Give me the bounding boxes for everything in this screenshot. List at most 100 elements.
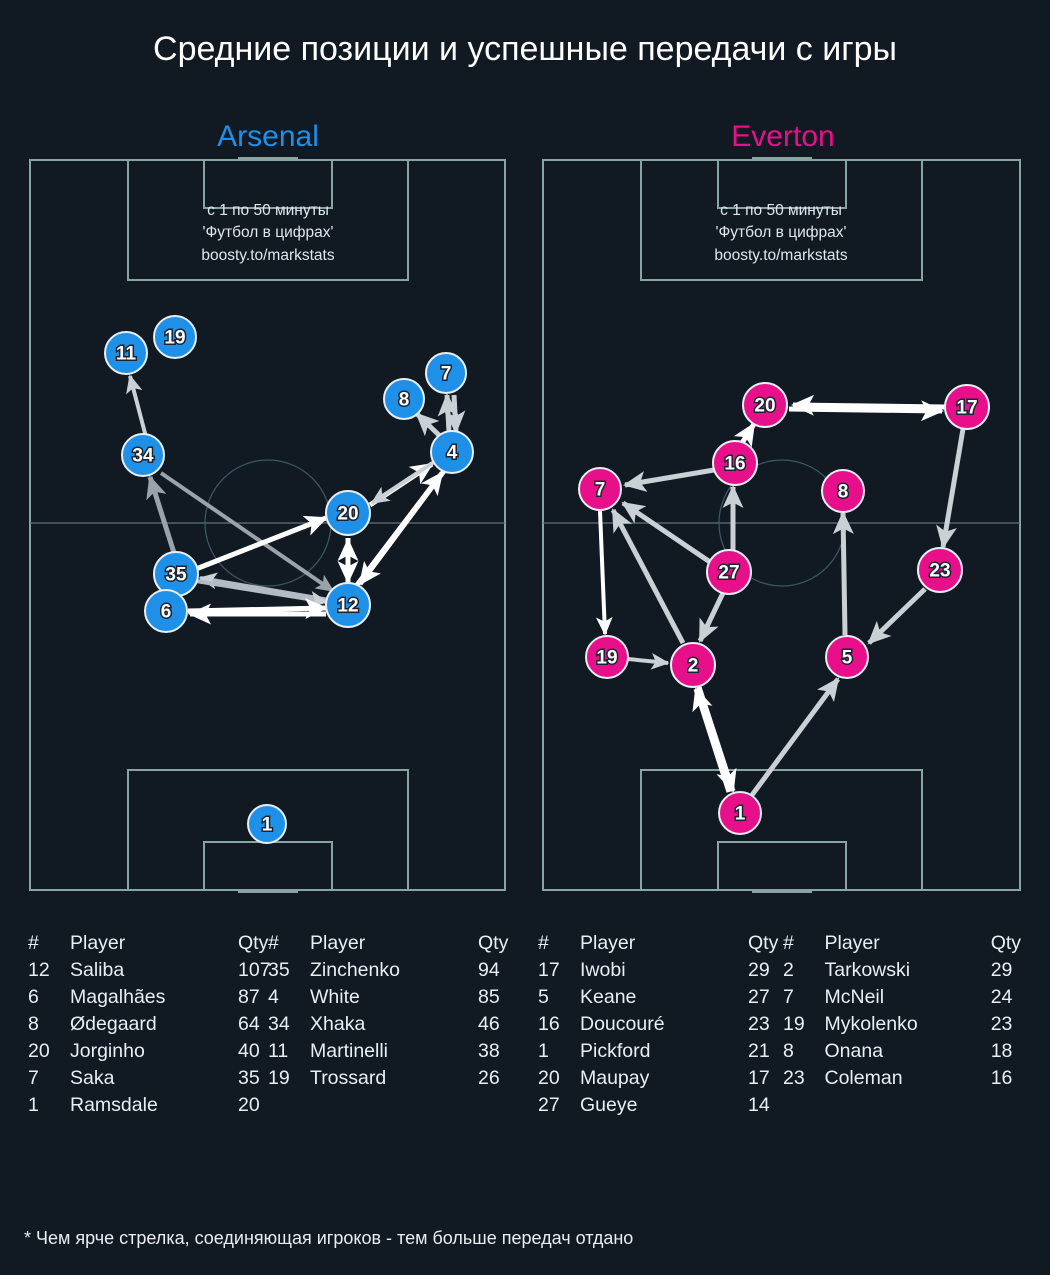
player-node-4[interactable]: 4 (430, 430, 474, 474)
cell-player: Saliba (70, 959, 125, 981)
svg-text:23: 23 (929, 561, 950, 582)
player-node-6[interactable]: 6 (144, 589, 188, 633)
player-node-35[interactable]: 35 (153, 551, 199, 597)
annot-line-1: с 1 по 50 минуты (720, 202, 842, 219)
cell-qty: 107 (238, 959, 271, 981)
player-node-ev-17[interactable]: 17 (944, 384, 990, 430)
player-node-ev-2[interactable]: 2 (670, 642, 716, 688)
svg-text:2: 2 (688, 656, 699, 677)
player-node-ev-19[interactable]: 19 (585, 635, 629, 679)
player-node-ev-16[interactable]: 16 (712, 440, 758, 486)
player-node-ev-27[interactable]: 27 (706, 549, 752, 595)
player-node-7[interactable]: 7 (425, 352, 467, 394)
table-row: 35 Zinchenko 94 (268, 957, 538, 984)
annotation-everton: с 1 по 50 минуты 'Футбол в цифрах' boost… (641, 200, 921, 267)
table-row: 16 Doucouré 23 (538, 1011, 808, 1038)
player-node-11[interactable]: 11 (104, 331, 148, 375)
cell-player: Trossard (310, 1067, 387, 1089)
cell-qty: 29 (990, 959, 1013, 981)
player-node-ev-23[interactable]: 23 (917, 547, 963, 593)
svg-text:7: 7 (441, 364, 452, 385)
cell-qty: 94 (478, 959, 500, 981)
table-row: 20 Jorginho 40 (28, 1038, 298, 1065)
cell-qty: 18 (990, 1040, 1013, 1062)
svg-text:7: 7 (595, 480, 606, 501)
page-title: Средние позиции и успешные передачи с иг… (153, 30, 897, 68)
cell-player: Doucouré (580, 1013, 665, 1035)
svg-text:35: 35 (165, 565, 187, 586)
cell-player: Keane (580, 986, 637, 1008)
player-node-1[interactable]: 1 (247, 804, 287, 844)
player-nodes-everton: 20 17 16 7 8 27 23 19 2 5 1 (578, 382, 990, 835)
player-node-ev-5[interactable]: 5 (825, 635, 869, 679)
annot-line-2: 'Футбол в цифрах' (715, 224, 847, 242)
cell-player: Saka (70, 1067, 115, 1089)
cell-qty: 23 (990, 1013, 1013, 1035)
player-node-12[interactable]: 12 (325, 582, 371, 628)
cell-num: 16 (538, 1013, 560, 1035)
svg-text:27: 27 (718, 563, 739, 584)
col-header-player: Player (70, 932, 126, 954)
cell-player: Magalhães (70, 986, 166, 1008)
svg-text:6: 6 (161, 602, 172, 623)
svg-text:20: 20 (754, 396, 775, 417)
svg-text:1: 1 (262, 815, 273, 836)
cell-qty: 20 (238, 1094, 260, 1116)
table-row: 8 Onana 18 (783, 1038, 1050, 1065)
cell-player: Tarkowski (824, 959, 911, 981)
svg-text:8: 8 (399, 390, 410, 411)
cell-qty: 27 (748, 986, 770, 1008)
cell-qty: 14 (748, 1094, 770, 1116)
player-node-ev-20[interactable]: 20 (742, 382, 788, 428)
svg-text:11: 11 (116, 344, 137, 365)
cell-num: 5 (538, 986, 549, 1008)
cell-qty: 40 (238, 1040, 260, 1062)
footnote: * Чем ярче стрелка, соединяющая игроков … (24, 1228, 634, 1248)
cell-num: 1 (538, 1040, 549, 1062)
player-node-8[interactable]: 8 (383, 378, 425, 420)
player-node-ev-7[interactable]: 7 (578, 467, 622, 511)
legend-table-arsenal-right: # Player Qty 35 Zinchenko 94 4 White 85 34 Xhak… (268, 930, 538, 1092)
cell-num: 20 (28, 1040, 50, 1062)
player-node-20[interactable]: 20 (325, 490, 371, 536)
cell-num: 7 (28, 1067, 39, 1089)
table-row: 8 Ødegaard 64 (28, 1011, 298, 1038)
player-nodes-arsenal: 11 19 34 8 7 4 20 35 6 12 1 (104, 315, 474, 844)
svg-text:5: 5 (842, 648, 853, 669)
svg-text:19: 19 (596, 648, 617, 669)
cell-num: 2 (783, 959, 794, 981)
cell-num: 34 (268, 1013, 290, 1035)
cell-player: McNeil (824, 986, 885, 1008)
cell-player: Ødegaard (70, 1013, 157, 1035)
col-header-qty: Qty (478, 932, 509, 954)
player-node-ev-8[interactable]: 8 (821, 469, 865, 513)
cell-player: Ramsdale (70, 1094, 158, 1116)
table-row: 7 McNeil 24 (783, 984, 1050, 1011)
table-row: 23 Coleman 16 (783, 1065, 1050, 1092)
col-header-player: Player (580, 932, 636, 954)
annot-line-1: с 1 по 50 минуты (207, 202, 329, 219)
player-node-19[interactable]: 19 (153, 315, 197, 359)
table-row: 4 White 85 (268, 984, 538, 1011)
legend-table-everton-right: # Player Qty 2 Tarkowski 29 7 McNeil 24 19 Myko… (783, 930, 1050, 1092)
cell-qty: 23 (748, 1013, 770, 1035)
pass-edges-arsenal (126, 374, 466, 625)
cell-qty: 46 (478, 1013, 500, 1035)
player-node-34[interactable]: 34 (121, 433, 165, 477)
col-header-player: Player (824, 932, 880, 954)
cell-qty: 85 (478, 986, 500, 1008)
annot-line-3: boosty.to/markstats (714, 246, 848, 264)
legend-table-arsenal-left: # Player Qty 12 Saliba 107 6 Magalhães 87 8 Øde… (28, 930, 298, 1119)
pass-edges-everton (595, 394, 966, 797)
table-row: 11 Martinelli 38 (268, 1038, 538, 1065)
cell-qty: 17 (748, 1067, 770, 1089)
table-row: 27 Gueye 14 (538, 1092, 808, 1119)
col-header-player: Player (310, 932, 366, 954)
table-row: 5 Keane 27 (538, 984, 808, 1011)
cell-player: Onana (824, 1040, 884, 1062)
cell-num: 6 (28, 986, 39, 1008)
cell-num: 17 (538, 959, 560, 981)
cell-num: 19 (783, 1013, 805, 1035)
player-node-ev-1[interactable]: 1 (718, 791, 762, 835)
